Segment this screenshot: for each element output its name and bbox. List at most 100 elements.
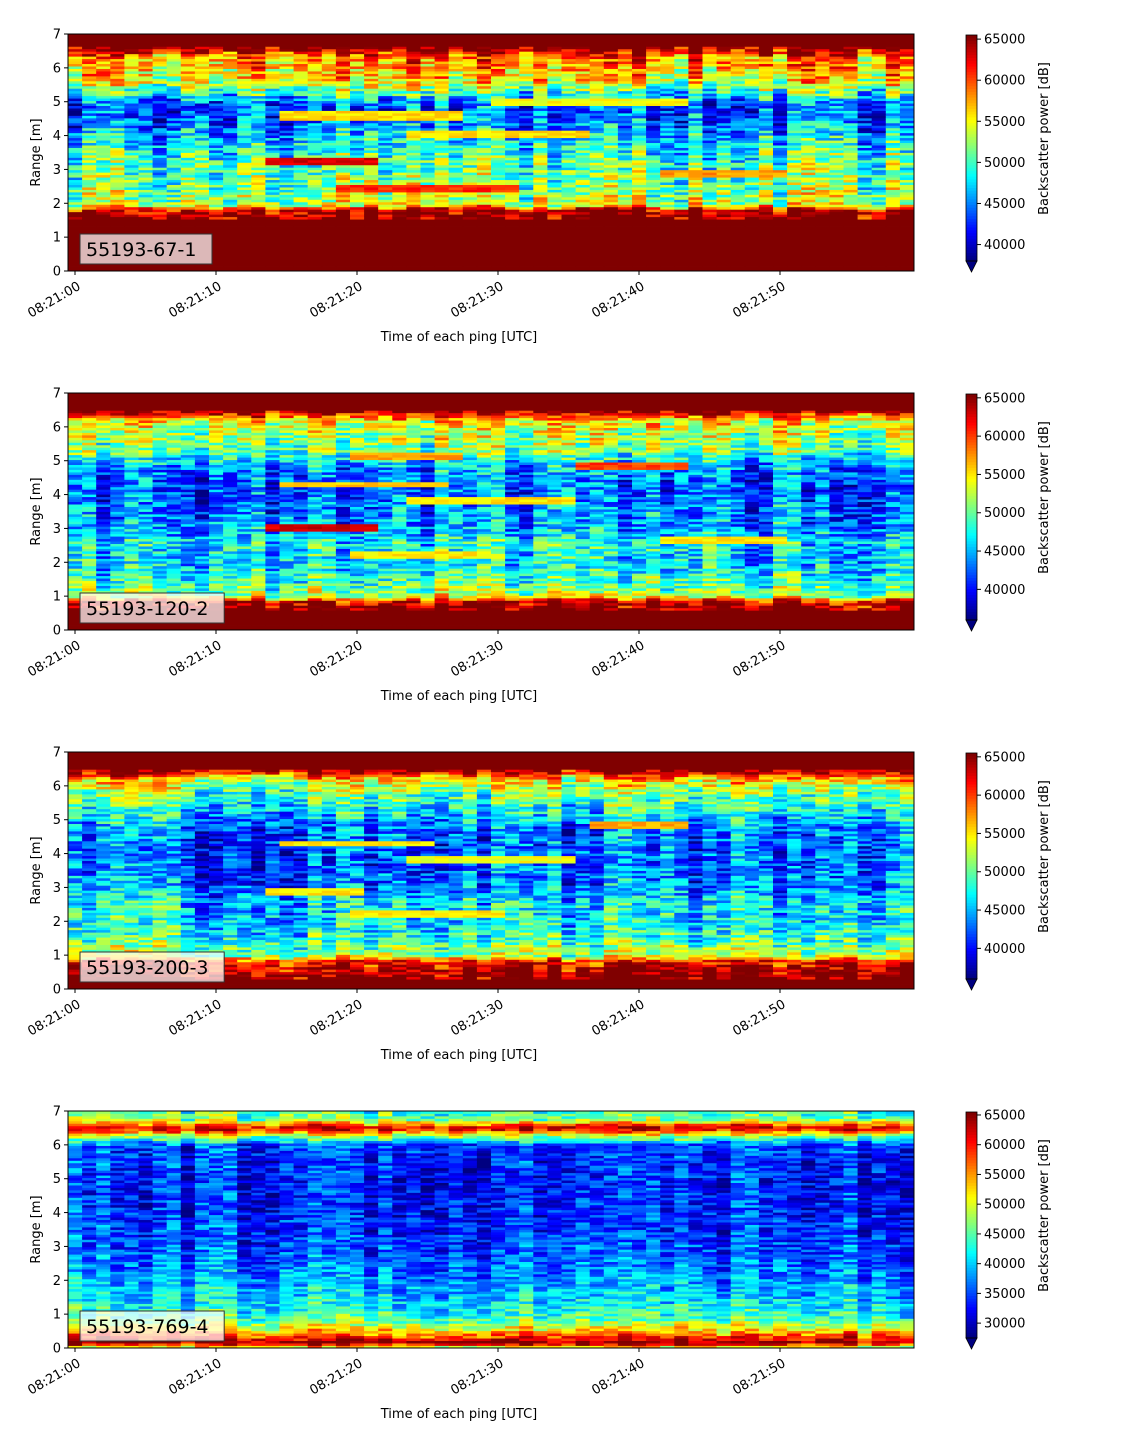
heatmap-cell (392, 204, 407, 207)
heatmap-cell (759, 182, 774, 185)
heatmap-cell (646, 56, 661, 59)
heatmap-cell (787, 264, 802, 267)
heatmap-cell (519, 113, 534, 116)
heatmap-cell (632, 249, 647, 252)
heatmap-cell (703, 128, 718, 131)
heatmap-cell (294, 190, 309, 193)
heatmap-cell (618, 209, 633, 212)
heatmap-cell (378, 180, 393, 183)
heatmap-cell (209, 180, 224, 183)
heatmap-cell (505, 98, 519, 101)
heatmap-cell (618, 170, 633, 173)
heatmap-cell (491, 249, 506, 252)
heatmap-cell (604, 209, 619, 212)
heatmap-cell (435, 170, 450, 173)
heatmap-cell (406, 202, 421, 205)
heatmap-cell (82, 39, 97, 42)
heatmap-cell (308, 187, 323, 190)
heatmap-cell (167, 83, 182, 86)
heatmap-cell (562, 266, 577, 269)
heatmap-cell (660, 78, 675, 81)
heatmap-cell (280, 165, 295, 168)
heatmap-cell (223, 199, 238, 202)
heatmap-cell (491, 71, 506, 74)
heatmap-cell (280, 172, 295, 175)
heatmap-cell (110, 199, 125, 202)
heatmap-cell (209, 138, 224, 141)
heatmap-cell (745, 204, 760, 207)
heatmap-cell (350, 118, 365, 121)
heatmap-cell (392, 254, 407, 257)
heatmap-cell (449, 204, 464, 207)
heatmap-cell (336, 125, 351, 128)
heatmap-cell (153, 140, 168, 143)
heatmap-cell (421, 264, 436, 267)
heatmap-cell (576, 192, 591, 195)
heatmap-cell (421, 209, 436, 212)
heatmap-cell (209, 224, 224, 227)
heatmap-cell (378, 172, 393, 175)
heatmap-cell (533, 120, 548, 123)
heatmap-cell (336, 123, 351, 126)
heatmap-cell (576, 241, 591, 244)
heatmap-cell (96, 54, 111, 57)
heatmap-cell (717, 93, 732, 96)
heatmap-cell (96, 207, 111, 210)
heatmap-cell (491, 194, 506, 197)
heatmap-cell (463, 229, 478, 232)
heatmap-cell (237, 187, 252, 190)
heatmap-cell (449, 229, 464, 232)
heatmap-cell (576, 160, 591, 163)
heatmap-cell (336, 254, 351, 257)
heatmap-cell (378, 145, 393, 148)
heatmap-cell (477, 71, 492, 74)
heatmap-cell (181, 207, 196, 210)
heatmap-cell (68, 209, 83, 212)
heatmap-cell (576, 111, 591, 114)
heatmap-cell (674, 202, 689, 205)
heatmap-cell (421, 113, 436, 116)
heatmap-cell (703, 148, 718, 151)
heatmap-cell (717, 212, 732, 215)
heatmap-cell (167, 111, 182, 114)
heatmap-cell (195, 199, 210, 202)
heatmap-cell (646, 49, 661, 52)
heatmap-cell (618, 254, 633, 257)
heatmap-cell (336, 74, 351, 77)
heatmap-cell (759, 239, 774, 242)
heatmap-cell (731, 229, 746, 232)
heatmap-cell (533, 64, 548, 67)
heatmap-cell (745, 249, 760, 252)
heatmap-cell (195, 49, 210, 52)
heatmap-cell (632, 96, 647, 99)
heatmap-cell (745, 66, 760, 69)
heatmap-cell (195, 111, 210, 114)
heatmap-cell (392, 256, 407, 259)
heatmap-cell (477, 46, 492, 49)
heatmap-cell (336, 101, 351, 104)
heatmap-cell (674, 83, 689, 86)
heatmap-cell (308, 71, 323, 74)
heatmap-cell (590, 133, 605, 136)
heatmap-cell (703, 86, 718, 89)
heatmap-cell (660, 254, 675, 257)
heatmap-cell (392, 182, 407, 185)
heatmap-cell (688, 145, 703, 148)
heatmap-cell (308, 153, 323, 156)
heatmap-cell (336, 120, 351, 123)
heatmap-cell (547, 236, 562, 239)
heatmap-cell (153, 165, 168, 168)
heatmap-cell (280, 162, 295, 165)
heatmap-cell (223, 59, 238, 62)
heatmap-cell (787, 182, 802, 185)
heatmap-cell (124, 49, 138, 52)
heatmap-cell (350, 170, 365, 173)
heatmap-cell (618, 192, 633, 195)
heatmap-cell (68, 101, 83, 104)
heatmap-cell (449, 61, 464, 64)
heatmap-cell (519, 101, 534, 104)
heatmap-cell (576, 254, 591, 257)
heatmap-cell (745, 167, 760, 170)
heatmap-cell (463, 130, 478, 133)
heatmap-cell (717, 187, 732, 190)
